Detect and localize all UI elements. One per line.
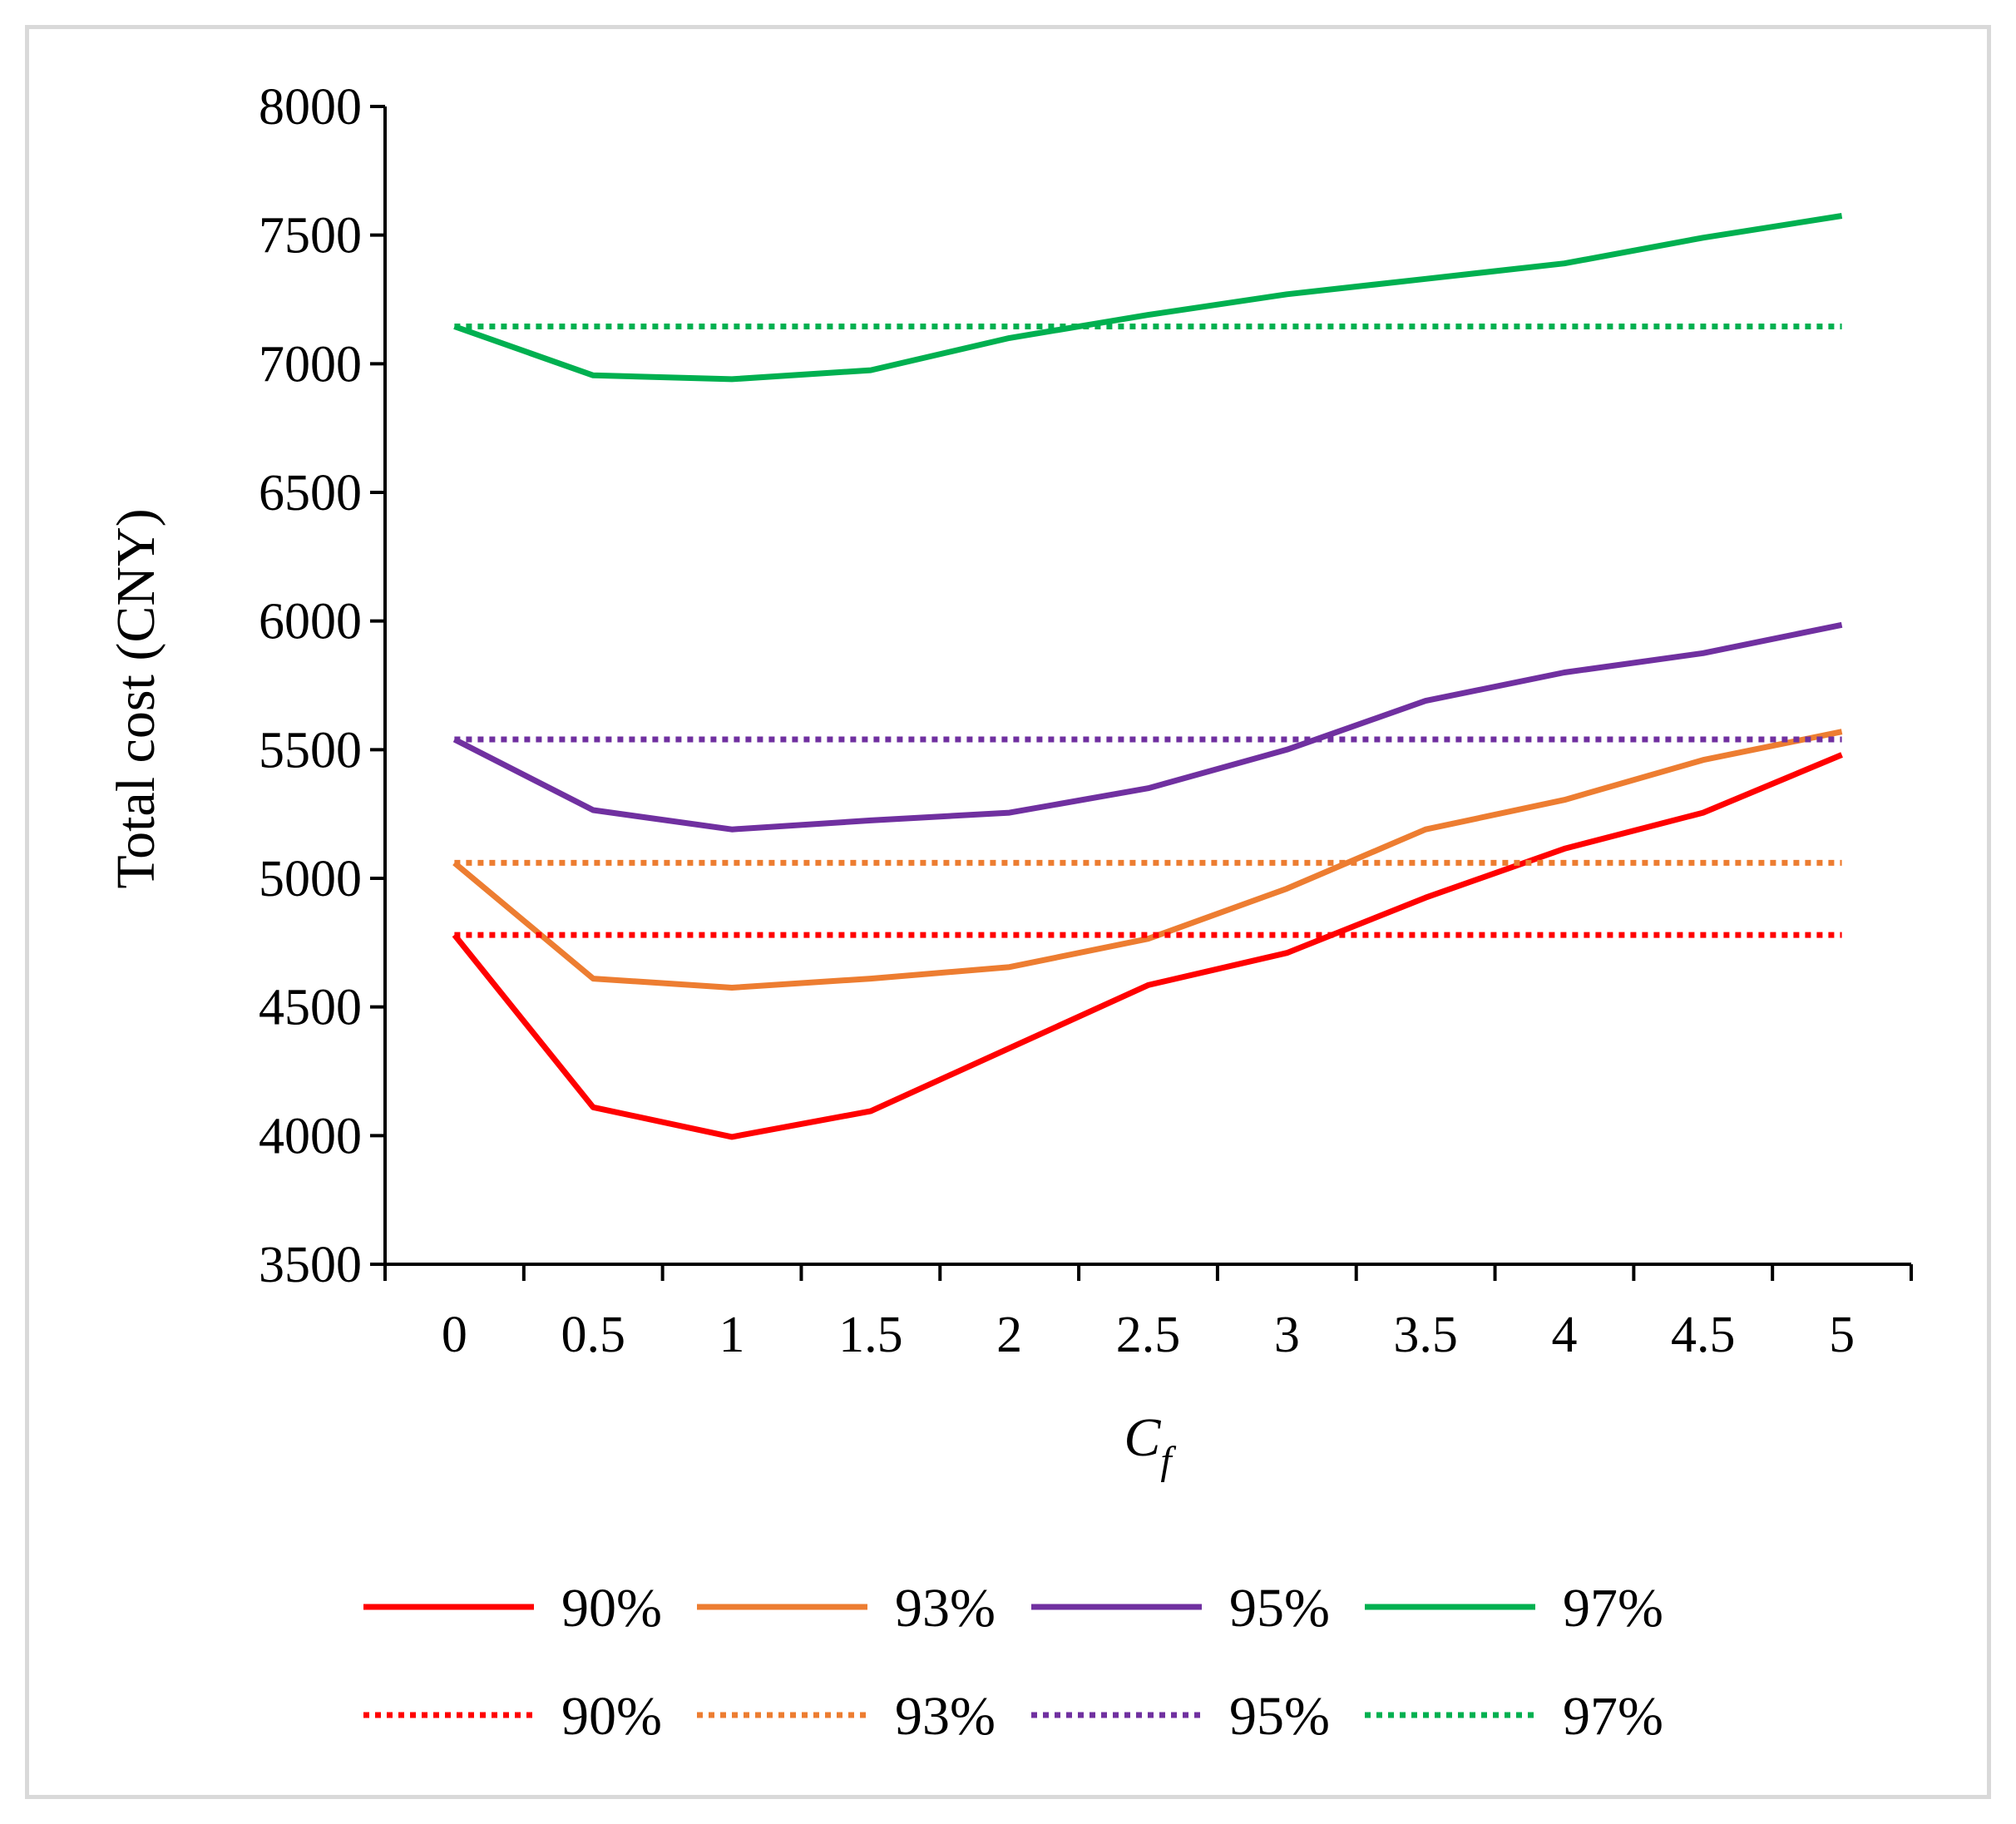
legend-label: 95% [1229, 1578, 1330, 1639]
legend: 90% 93% 95% 97% 90% 93% 95% 97% [363, 1578, 1663, 1747]
y-tick-label: 5000 [259, 851, 362, 907]
x-axis-title: Cf [1124, 1407, 1176, 1483]
y-tick-label: 5500 [259, 722, 362, 779]
legend-label: 97% [1563, 1578, 1663, 1639]
legend-label: 90% [561, 1578, 662, 1639]
x-tick-label: 1.5 [838, 1307, 903, 1363]
y-tick-label: 6000 [259, 594, 362, 650]
x-tick-label: 0.5 [561, 1307, 625, 1363]
legend-label: 97% [1563, 1686, 1663, 1747]
figure-frame [25, 25, 1991, 1799]
x-tick-label: 2.5 [1116, 1307, 1181, 1363]
x-tick-label: 2 [996, 1307, 1022, 1363]
x-axis: 0 0.5 1 1.5 2 2.5 3 3.5 4 4.5 5 [383, 1263, 1913, 1363]
series-solid-93pct [452, 729, 1843, 991]
x-tick-label: 1 [719, 1307, 745, 1363]
x-axis-title-main: C [1124, 1407, 1161, 1468]
x-tick-label: 4 [1551, 1307, 1577, 1363]
y-axis-title: Total cost (CNY) [106, 508, 166, 888]
series-lines [452, 213, 1843, 1140]
y-tick-label: 4000 [259, 1108, 362, 1164]
x-tick-label: 5 [1829, 1307, 1855, 1363]
legend-label: 90% [561, 1686, 662, 1747]
y-tick-label: 7500 [259, 208, 362, 264]
legend-label: 93% [895, 1578, 996, 1639]
y-tick-label: 8000 [259, 79, 362, 136]
series-solid-90pct [452, 752, 1843, 1140]
x-tick-label: 0 [442, 1307, 467, 1363]
y-tick-label: 3500 [259, 1237, 362, 1293]
y-tick-label: 6500 [259, 465, 362, 521]
series-solid-97pct [453, 213, 1843, 383]
x-tick-label: 3 [1274, 1307, 1300, 1363]
series-solid-95pct [452, 621, 1843, 833]
y-axis: 3500 4000 4500 5000 5500 6000 6500 7000 7500 8000 [259, 79, 387, 1293]
y-tick-label: 7000 [259, 336, 362, 393]
x-axis-title-subscript: f [1160, 1439, 1176, 1483]
x-tick-label: 3.5 [1393, 1307, 1458, 1363]
legend-label: 93% [895, 1686, 996, 1747]
x-tick-label: 4.5 [1671, 1307, 1736, 1363]
y-tick-label: 4500 [259, 980, 362, 1036]
legend-label: 95% [1229, 1686, 1330, 1747]
